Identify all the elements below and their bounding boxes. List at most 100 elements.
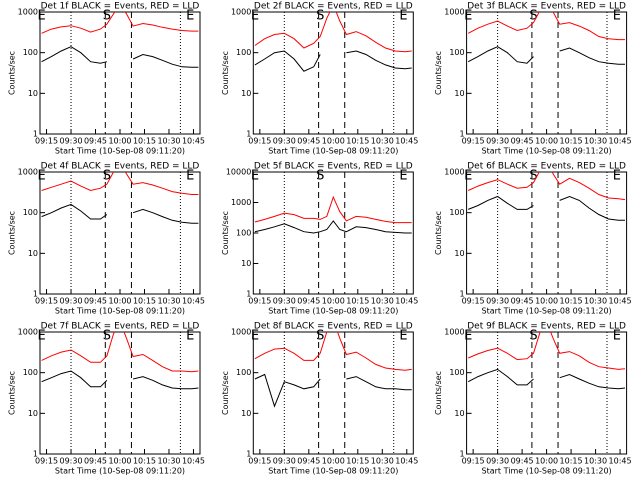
x-tick-label: 10:00 [535, 457, 558, 466]
x-tick-label: 09:45 [84, 297, 107, 306]
panel: Det 2f BLACK = Events, RED = LLD 1 10 100 10… [221, 2, 419, 156]
y-tick-label: 100 [23, 48, 38, 57]
x-tick-label: 10:00 [108, 137, 131, 146]
x-tick-label: 10:00 [108, 297, 131, 306]
x-tick-label: 10:00 [322, 137, 345, 146]
y-tick-label: 1000 [231, 328, 251, 337]
y-tick-label: 1000 [444, 168, 464, 177]
y-axis-label: Counts/sec [221, 211, 230, 255]
y-tick-label: 1 [246, 130, 251, 139]
x-tick-label: 10:00 [322, 297, 345, 306]
panel: Det 1f BLACK = Events, RED = LLD 1 10 100 10… [8, 2, 206, 156]
panel: Det 9f BLACK = Events, RED = LLD 1 10 100 10… [434, 322, 632, 476]
x-tick-label: 10:45 [395, 297, 418, 306]
plot-frame [252, 11, 414, 135]
x-tick-label: 10:15 [560, 137, 583, 146]
x-tick-label: 10:30 [584, 457, 607, 466]
x-tick-label: 09:30 [59, 137, 82, 146]
y-tick-label: 100 [236, 229, 251, 238]
x-tick-label: 10:45 [182, 137, 205, 146]
series-line [468, 195, 626, 221]
x-tick-label: 10:45 [182, 297, 205, 306]
y-tick-label: 100 [23, 368, 38, 377]
event-marker: E [38, 169, 46, 184]
y-axis-label: Counts/sec [8, 51, 17, 95]
y-axis-label: Counts/sec [434, 371, 443, 415]
x-tick-label: 09:45 [297, 457, 320, 466]
x-tick-label: 09:30 [273, 457, 296, 466]
event-marker: S [103, 9, 111, 24]
series-line [467, 46, 626, 65]
event-marker: S [316, 329, 324, 344]
x-tick-label: 10:45 [609, 297, 632, 306]
series-line [254, 373, 412, 408]
series-line [41, 12, 199, 34]
event-marker: E [186, 169, 194, 184]
event-marker: E [38, 329, 46, 344]
y-tick-label: 1 [33, 130, 38, 139]
plot-frame [39, 11, 201, 135]
y-axis-label: Counts/sec [434, 51, 443, 95]
y-tick-label: 1 [33, 290, 38, 299]
x-tick-label: 10:15 [560, 457, 583, 466]
x-axis-label: Start Time (10-Sep-08 09:11:20) [268, 467, 398, 476]
x-tick-label: 10:45 [395, 137, 418, 146]
y-tick-label: 1 [460, 290, 465, 299]
y-tick-label: 1 [33, 450, 38, 459]
x-tick-label: 10:00 [108, 457, 131, 466]
x-tick-label: 09:30 [273, 137, 296, 146]
series-line [467, 172, 626, 201]
chart-title: Det 7f BLACK = Events, RED = LLD [41, 322, 200, 332]
event-marker: S [316, 9, 324, 24]
x-tick-label: 10:15 [346, 137, 369, 146]
y-tick-label: 100 [449, 368, 464, 377]
x-tick-label: 09:30 [59, 457, 82, 466]
x-tick-label: 09:30 [273, 297, 296, 306]
event-marker: E [464, 9, 472, 24]
x-tick-label: 09:15 [248, 457, 271, 466]
x-tick-label: 10:45 [182, 457, 205, 466]
y-tick-label: 1000 [18, 8, 38, 17]
x-tick-label: 09:45 [84, 137, 107, 146]
panel: Det 7f BLACK = Events, RED = LLD 1 10 100 10… [8, 322, 206, 476]
y-tick-label: 10 [241, 259, 251, 268]
x-tick-label: 09:15 [462, 137, 485, 146]
x-tick-label: 10:30 [584, 297, 607, 306]
y-tick-label: 100 [236, 48, 251, 57]
y-tick-label: 10 [454, 409, 464, 418]
x-tick-label: 10:00 [535, 297, 558, 306]
chart-title: Det 8f BLACK = Events, RED = LLD [254, 322, 413, 332]
panel: Det 6f BLACK = Events, RED = LLD 1 10 100 10… [434, 162, 632, 316]
x-axis-label: Start Time (10-Sep-08 09:11:20) [55, 467, 185, 476]
event-marker: E [186, 329, 194, 344]
y-tick-label: 1000 [18, 168, 38, 177]
event-marker: E [399, 329, 407, 344]
x-tick-label: 10:15 [560, 297, 583, 306]
plot-frame [466, 171, 628, 295]
y-tick-label: 100 [449, 48, 464, 57]
x-tick-label: 09:45 [297, 297, 320, 306]
y-tick-label: 10 [241, 89, 251, 98]
y-tick-label: 10000 [226, 168, 251, 177]
panel: Det 5f BLACK = Events, RED = LLD 1 10 100 10… [221, 162, 419, 316]
x-tick-label: 09:15 [248, 297, 271, 306]
y-tick-label: 10 [454, 89, 464, 98]
x-tick-label: 10:30 [157, 297, 180, 306]
event-marker: S [529, 169, 537, 184]
x-tick-label: 09:15 [248, 137, 271, 146]
y-axis-label: Counts/sec [8, 371, 17, 415]
x-tick-label: 10:45 [609, 137, 632, 146]
x-tick-label: 10:15 [346, 297, 369, 306]
event-marker: E [613, 169, 621, 184]
y-tick-label: 10 [241, 409, 251, 418]
event-marker: E [251, 169, 259, 184]
x-tick-label: 09:15 [35, 457, 58, 466]
x-tick-label: 09:45 [84, 457, 107, 466]
x-tick-label: 10:15 [133, 457, 156, 466]
y-tick-label: 1 [460, 450, 465, 459]
x-tick-label: 09:45 [297, 137, 320, 146]
event-marker: S [529, 329, 537, 344]
panel: Det 4f BLACK = Events, RED = LLD 1 10 100 10… [8, 162, 206, 316]
x-tick-label: 09:15 [462, 297, 485, 306]
chart-title: Det 9f BLACK = Events, RED = LLD [467, 322, 626, 332]
